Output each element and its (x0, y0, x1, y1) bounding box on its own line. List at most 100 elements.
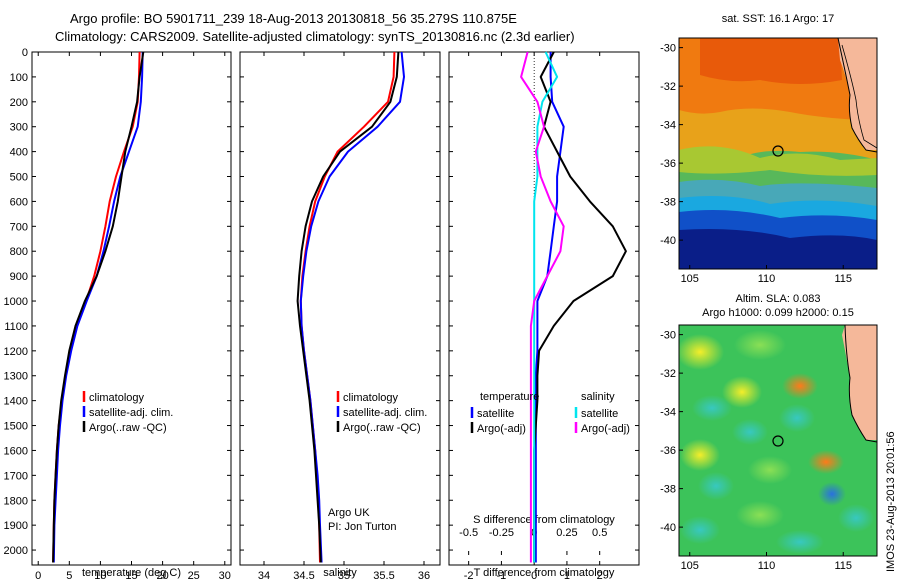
y-tick-label: 1500 (4, 421, 28, 433)
sst-field (679, 38, 877, 269)
x-tick-label: 20 (156, 570, 168, 580)
s-tick-label: 0.25 (556, 527, 577, 539)
map-y-tick-label: -38 (660, 484, 676, 496)
map-y-tick-label: -30 (660, 43, 676, 55)
temperature-panel: 0100200300400500600700800900100011001200… (4, 47, 232, 580)
salinity-panel: 34 34.5 35 35.5 36 salinity climatology satelli… (239, 51, 441, 580)
x-tick-label: 34 (258, 570, 270, 580)
map-y-tick-label: -30 (660, 330, 676, 342)
salinity-series-0 (299, 51, 396, 563)
y-tick-label: 800 (10, 246, 28, 258)
x-tick-label: 0 (35, 570, 41, 580)
x-tick-label: 35.5 (373, 570, 394, 580)
legend-label: Argo(-adj) (581, 423, 630, 435)
salinity-series-1 (299, 51, 405, 563)
sla-map: Altim. SLA: 0.083 Argo h1000: 0.099 h200… (660, 293, 878, 572)
y-tick-label: 300 (10, 122, 28, 134)
s-tick-label: 0.5 (592, 527, 607, 539)
map-y-tick-label: -40 (660, 522, 676, 534)
legend-label: Argo(..raw -QC) (89, 422, 167, 434)
salinity-series-2 (296, 51, 400, 563)
x-tick-label: 36 (418, 570, 430, 580)
header-line-1: Argo profile: BO 5901711_239 18-Aug-2013… (70, 11, 517, 26)
y-tick-label: 600 (10, 196, 28, 208)
y-tick-label: 200 (10, 97, 28, 109)
y-tick-label: 0 (22, 47, 28, 59)
s-tick-label: -0.5 (459, 527, 478, 539)
temperature-series-1 (52, 51, 144, 563)
legend-header-temperature: temperature (480, 391, 539, 403)
difference-series-1 (533, 51, 627, 563)
y-tick-label: 900 (10, 271, 28, 283)
map-y-tick-label: -34 (660, 407, 676, 419)
legend-label: climatology (343, 392, 399, 404)
map-y-tick-label: -36 (660, 445, 676, 457)
map-y-tick-label: -32 (660, 368, 676, 380)
legend-label: satellite-adj. clim. (343, 407, 427, 419)
s-tick-label: -0.25 (489, 527, 514, 539)
legend-header-salinity: salinity (581, 391, 615, 403)
side-stamp: IMOS 23-Aug-2013 20:01:56 (885, 431, 897, 572)
map-x-tick-label: 115 (834, 560, 852, 572)
x-tick-label: 5 (66, 570, 72, 580)
y-tick-label: 1200 (4, 346, 28, 358)
y-tick-label: 1000 (4, 296, 28, 308)
y-tick-label: 1300 (4, 371, 28, 383)
y-tick-label: 1800 (4, 495, 28, 507)
temperature-series-0 (52, 51, 141, 563)
difference-xlabel: T difference from climatology (474, 567, 615, 579)
y-tick-label: 1900 (4, 520, 28, 532)
map-x-tick-label: 105 (681, 560, 699, 572)
legend-label: satellite (477, 408, 514, 420)
difference-frame (448, 51, 640, 566)
annotation-line: PI: Jon Turton (328, 521, 396, 533)
y-tick-label: 500 (10, 172, 28, 184)
map-y-tick-label: -40 (660, 235, 676, 247)
map-x-tick-label: 105 (681, 273, 699, 285)
x-tick-label: 15 (125, 570, 137, 580)
y-tick-label: 100 (10, 72, 28, 84)
difference-panel: -2 -1 0 1 2T difference from climatology -0.5… (448, 51, 640, 580)
map-x-tick-label: 115 (834, 273, 852, 285)
profile-plots: 0100200300400500600700800900100011001200… (4, 47, 640, 580)
legend-label: climatology (89, 392, 145, 404)
y-tick-label: 1600 (4, 445, 28, 457)
y-tick-label: 1400 (4, 396, 28, 408)
header-line-2: Climatology: CARS2009. Satellite-adjuste… (55, 29, 575, 44)
sst-argo-marker (772, 145, 784, 157)
temperature-xlabel: temperature (deg C) (82, 567, 181, 579)
map-y-tick-label: -34 (660, 120, 676, 132)
x-tick-label: 2 (597, 570, 603, 580)
legend-label: satellite (581, 408, 618, 420)
y-tick-label: 2000 (4, 545, 28, 557)
difference-series-3 (520, 51, 565, 563)
x-tick-label: 35 (338, 570, 350, 580)
difference-series-0 (534, 52, 565, 563)
y-tick-label: 1100 (4, 321, 28, 333)
y-tick-label: 400 (10, 147, 28, 159)
difference-xlabel-top: S difference from climatology (473, 514, 615, 526)
temperature-series-2 (52, 51, 145, 563)
legend-label: satellite-adj. clim. (89, 407, 173, 419)
sst-map: sat. SST: 16.1 Argo: 17 105 110 115 -30 -32 -… (660, 13, 878, 285)
y-tick-label: 1700 (4, 470, 28, 482)
salinity-xlabel: salinity (323, 567, 357, 579)
salinity-frame (239, 51, 441, 566)
y-tick-label: 700 (10, 221, 28, 233)
sla-map-title: Altim. SLA: 0.083 (736, 293, 821, 305)
map-x-tick-label: 110 (758, 273, 776, 285)
map-y-tick-label: -36 (660, 158, 676, 170)
x-tick-label: -1 (497, 570, 507, 580)
sla-argo-marker (772, 435, 784, 447)
map-x-tick-label: 110 (758, 560, 776, 572)
x-tick-label: 0 (531, 570, 537, 580)
sla-map-subtitle: Argo h1000: 0.099 h2000: 0.15 (702, 307, 854, 319)
x-tick-label: 25 (188, 570, 200, 580)
x-tick-label: 10 (94, 570, 106, 580)
map-y-tick-label: -32 (660, 81, 676, 93)
map-y-tick-label: -38 (660, 197, 676, 209)
x-tick-label: 34.5 (293, 570, 314, 580)
legend-label: Argo(-adj) (477, 423, 526, 435)
sst-map-title: sat. SST: 16.1 Argo: 17 (722, 13, 835, 25)
